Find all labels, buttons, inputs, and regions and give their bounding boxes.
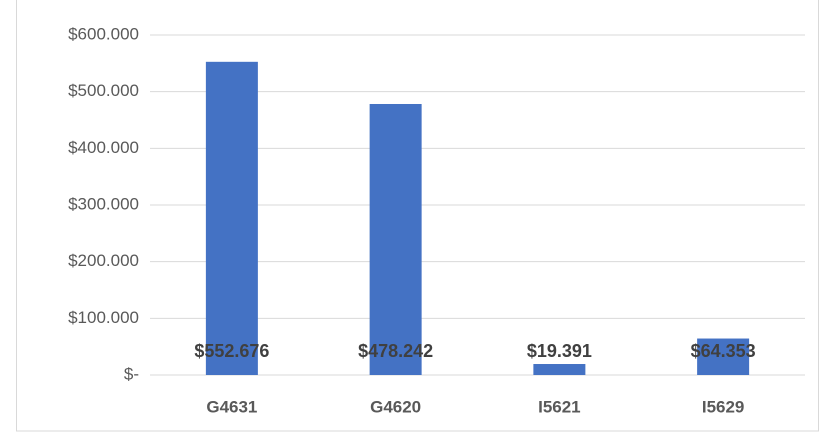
- bar: [697, 338, 750, 375]
- x-tick-label: I5629: [702, 397, 745, 416]
- value-label: $552.676: [194, 341, 269, 361]
- y-tick-label: $400.000: [68, 138, 139, 157]
- bar: [533, 364, 586, 375]
- y-tick-label: $-: [124, 364, 139, 383]
- value-label: $19.391: [527, 341, 592, 361]
- y-tick-label: $600.000: [68, 24, 139, 43]
- bar: [369, 103, 422, 375]
- chart-border: [16, 0, 819, 432]
- y-tick-label: $200.000: [68, 251, 139, 270]
- y-tick-label: $100.000: [68, 308, 139, 327]
- y-tick-label: $500.000: [68, 81, 139, 100]
- value-label: $478.242: [358, 341, 433, 361]
- value-label: $64.353: [691, 341, 756, 361]
- x-tick-label: I5621: [538, 397, 581, 416]
- x-tick-label: G4631: [206, 397, 257, 416]
- bar: [205, 61, 258, 376]
- y-tick-label: $300.000: [68, 194, 139, 213]
- x-tick-label: G4620: [370, 397, 421, 416]
